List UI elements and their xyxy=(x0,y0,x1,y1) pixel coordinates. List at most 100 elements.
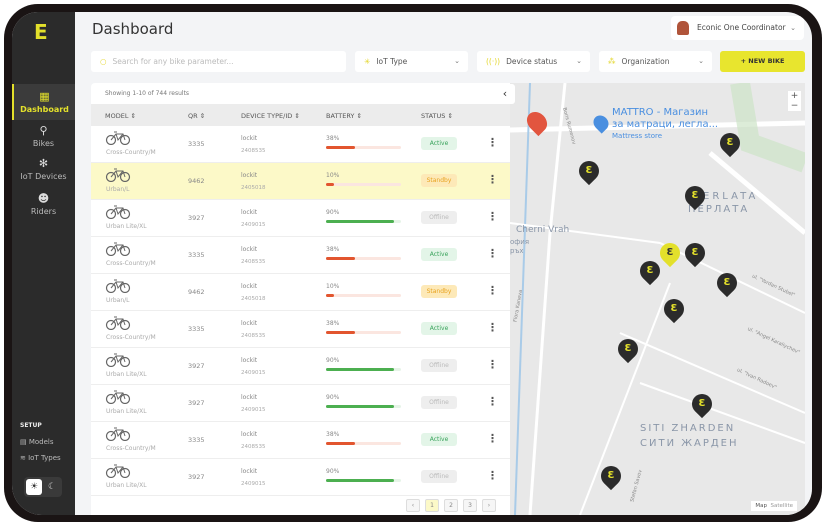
map-button[interactable]: Map xyxy=(755,503,767,509)
page-button[interactable]: 3 xyxy=(463,499,477,512)
map-label: за матраци, легла... xyxy=(612,119,719,130)
battery-bar xyxy=(326,368,401,371)
battery-bar xyxy=(326,257,401,260)
zoom-in-button[interactable]: + xyxy=(790,91,799,101)
search-icon: ○ xyxy=(100,57,107,66)
bike-location-pin-icon[interactable]: Ɛ xyxy=(574,156,604,186)
bike-location-pin-icon[interactable]: Ɛ xyxy=(596,461,626,491)
more-options-icon[interactable]: ⋮ xyxy=(487,136,498,149)
device-id: 2409015 xyxy=(241,370,266,376)
bike-location-pin-icon[interactable]: Ɛ xyxy=(680,238,710,268)
sidebar-item-bikes[interactable]: ⚲ Bikes xyxy=(12,122,75,150)
column-qr[interactable]: QR ⇕ xyxy=(188,112,206,120)
column-model[interactable]: MODEL ⇕ xyxy=(105,112,136,120)
bike-icon xyxy=(105,464,131,479)
collapse-table-button[interactable]: ‹ xyxy=(495,84,515,104)
table-row[interactable]: Urban Lite/XL 3927 lockit 2409015 90% Of… xyxy=(91,348,510,385)
qr-code: 3335 xyxy=(188,325,205,333)
chevron-down-icon: ⌄ xyxy=(576,57,582,65)
model-name: Urban/L xyxy=(106,297,130,304)
battery-bar xyxy=(326,183,401,186)
status-badge: Active xyxy=(421,248,457,261)
sidebar-item-models[interactable]: ▤ Models xyxy=(20,438,54,446)
chevron-down-icon: ⌄ xyxy=(790,24,796,32)
theme-toggle[interactable]: ☀ ☾ xyxy=(24,477,62,497)
table-row[interactable]: Urban Lite/XL 3927 lockit 2409015 90% Of… xyxy=(91,385,510,422)
table-row[interactable]: Urban/L 9462 lockit 2405018 10% Standby … xyxy=(91,163,510,200)
page-title: Dashboard xyxy=(92,20,174,38)
next-page-button[interactable]: › xyxy=(482,499,496,512)
device-status-select[interactable]: ((·)) Device status ⌄ xyxy=(477,51,590,72)
user-menu[interactable]: Econic One Coordinator ⌄ xyxy=(671,16,804,40)
column-battery[interactable]: BATTERY ⇕ xyxy=(326,112,362,120)
map-label: MATTRO - Магазин xyxy=(612,107,709,118)
model-name: Urban Lite/XL xyxy=(106,482,147,489)
map-label: SITI ZHARDEN xyxy=(640,423,736,434)
qr-code: 3335 xyxy=(188,251,205,259)
battery-bar xyxy=(326,331,401,334)
table-row[interactable]: Cross-Country/M 3335 lockit 2408535 38% … xyxy=(91,311,510,348)
map[interactable]: MATTRO - Магазин за матраци, легла... Ma… xyxy=(510,83,805,515)
more-options-icon[interactable]: ⋮ xyxy=(487,284,498,297)
sidebar-item-iot-types[interactable]: ≋ IoT Types xyxy=(20,454,61,462)
map-label: ERLATA xyxy=(703,191,759,202)
page-button[interactable]: 2 xyxy=(444,499,458,512)
zoom-out-button[interactable]: − xyxy=(790,101,799,111)
bike-icon xyxy=(105,316,131,331)
organization-select[interactable]: ⁂ Organization ⌄ xyxy=(599,51,712,72)
battery-bar xyxy=(326,479,401,482)
more-options-icon[interactable]: ⋮ xyxy=(487,210,498,223)
new-bike-button[interactable]: + NEW BIKE xyxy=(720,51,805,72)
battery-bar xyxy=(326,405,401,408)
qr-code: 9462 xyxy=(188,288,205,296)
battery-percent: 38% xyxy=(326,431,340,438)
prev-page-button[interactable]: ‹ xyxy=(406,499,420,512)
more-options-icon[interactable]: ⋮ xyxy=(487,358,498,371)
chevron-down-icon: ⌄ xyxy=(698,57,704,65)
device-id: 2409015 xyxy=(241,481,266,487)
bike-icon xyxy=(105,353,131,368)
moon-icon[interactable]: ☾ xyxy=(47,482,57,492)
sidebar-item-dashboard[interactable]: ▦ Dashboard xyxy=(12,84,75,120)
bike-location-pin-icon[interactable]: Ɛ xyxy=(613,334,643,364)
table-row[interactable]: Cross-Country/M 3335 lockit 2408535 38% … xyxy=(91,237,510,274)
bike-location-pin-icon[interactable]: Ɛ xyxy=(687,389,717,419)
battery-percent: 90% xyxy=(326,394,340,401)
satellite-button[interactable]: Satellite xyxy=(770,503,793,509)
network-icon: ✻ xyxy=(38,157,49,170)
more-options-icon[interactable]: ⋮ xyxy=(487,247,498,260)
more-options-icon[interactable]: ⋮ xyxy=(487,321,498,334)
sun-icon[interactable]: ☀ xyxy=(26,479,42,495)
sidebar-item-iot-devices[interactable]: ✻ IoT Devices xyxy=(12,155,75,183)
device-type: lockit xyxy=(241,209,258,216)
qr-code: 3927 xyxy=(188,473,205,481)
table-row[interactable]: Urban Lite/XL 3927 lockit 2409015 90% Of… xyxy=(91,459,510,496)
bike-location-pin-icon[interactable]: Ɛ xyxy=(712,268,742,298)
bike-location-pin-icon[interactable]: Ɛ xyxy=(655,238,685,268)
battery-percent: 10% xyxy=(326,172,340,179)
more-options-icon[interactable]: ⋮ xyxy=(487,469,498,482)
bike-location-pin-icon[interactable]: Ɛ xyxy=(715,128,745,158)
table-row[interactable]: Urban Lite/XL 3927 lockit 2409015 90% Of… xyxy=(91,200,510,237)
column-status[interactable]: STATUS ⇕ xyxy=(421,112,453,120)
bike-icon: ⚲ xyxy=(39,124,48,137)
iot-type-select[interactable]: ✳ IoT Type ⌄ xyxy=(355,51,468,72)
table-row[interactable]: Urban/L 9462 lockit 2405018 10% Standby … xyxy=(91,274,510,311)
main: Dashboard Econic One Coordinator ⌄ ○ Searc… xyxy=(75,12,812,515)
page-button[interactable]: 1 xyxy=(425,499,439,512)
bike-location-pin-icon[interactable]: Ɛ xyxy=(659,294,689,324)
search-input[interactable]: ○ Search for any bike parameter... xyxy=(91,51,346,72)
more-options-icon[interactable]: ⋮ xyxy=(487,395,498,408)
more-options-icon[interactable]: ⋮ xyxy=(487,432,498,445)
avatar xyxy=(677,21,689,35)
battery-bar xyxy=(326,220,401,223)
table-row[interactable]: Cross-Country/M 3335 lockit 2408535 38% … xyxy=(91,126,510,163)
sidebar-item-riders[interactable]: ☻ Riders xyxy=(12,190,75,218)
column-device[interactable]: DEVICE TYPE/ID ⇕ xyxy=(241,112,300,120)
bike-icon xyxy=(105,242,131,257)
more-options-icon[interactable]: ⋮ xyxy=(487,173,498,186)
table-row[interactable]: Cross-Country/M 3335 lockit 2408535 38% … xyxy=(91,422,510,459)
model-name: Cross-Country/M xyxy=(106,445,156,452)
bike-location-pin-icon[interactable]: Ɛ xyxy=(680,181,710,211)
bike-location-pin-icon[interactable]: Ɛ xyxy=(635,256,665,286)
